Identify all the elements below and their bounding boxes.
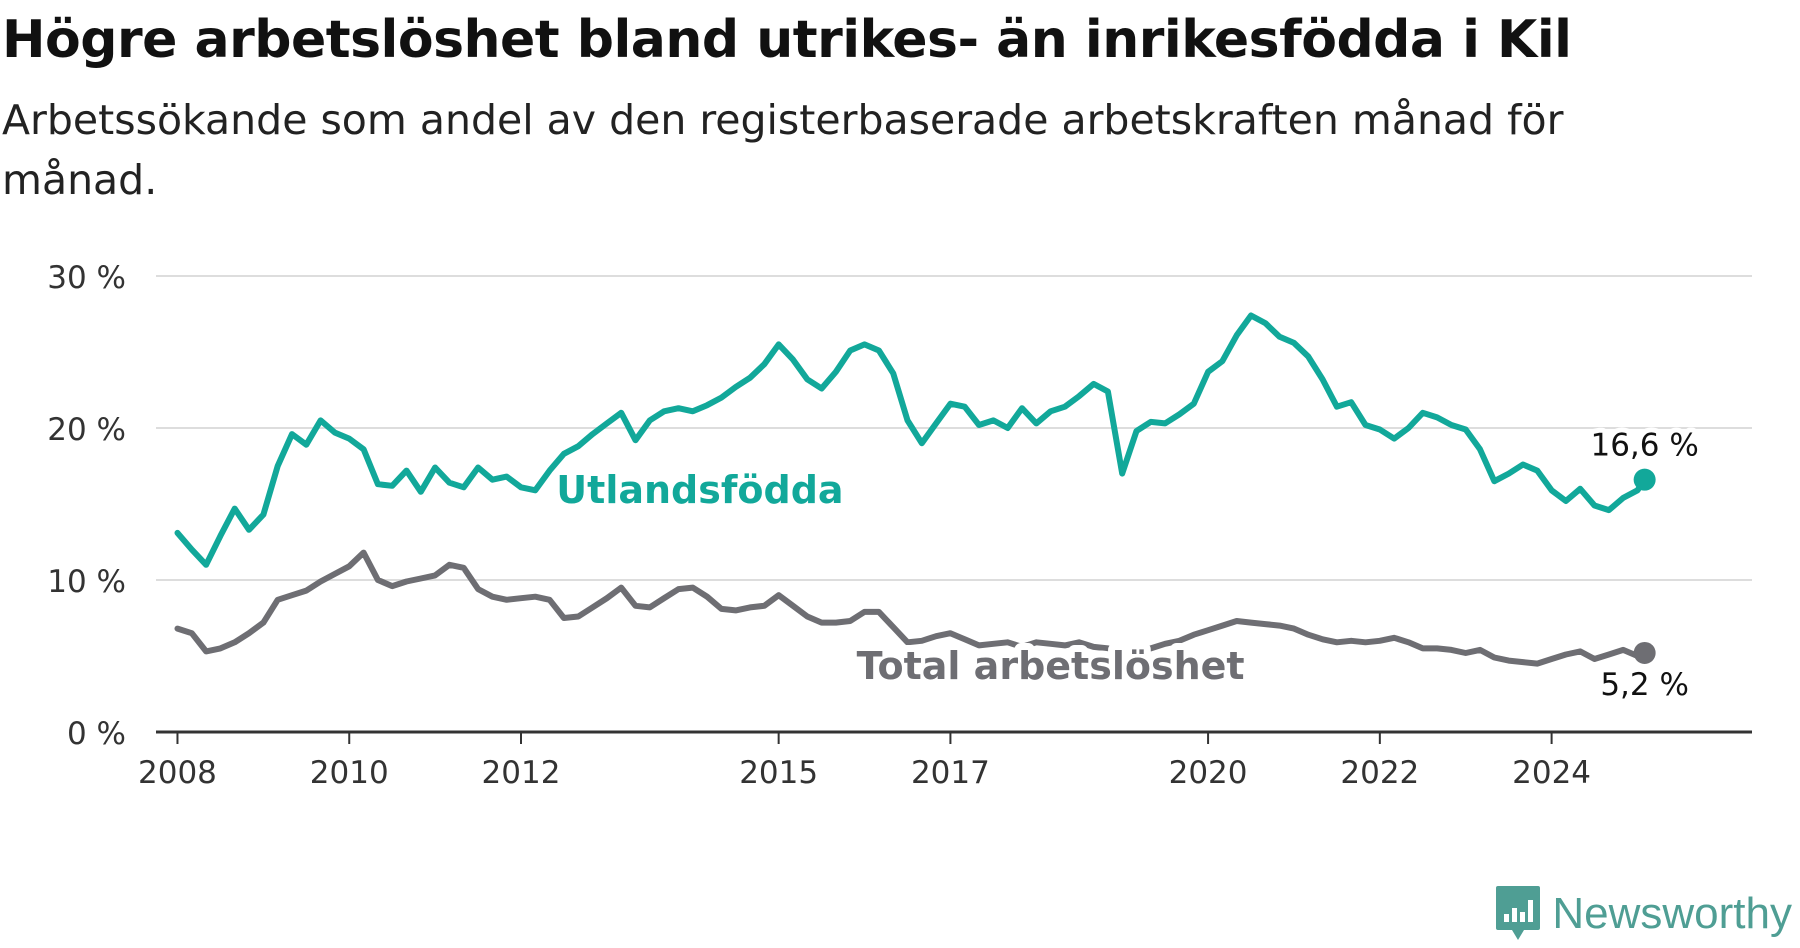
x-tick-label: 2017 xyxy=(911,755,990,791)
y-axis-tick-labels: 0 % 10 % 20 % 30 % xyxy=(47,260,126,752)
x-tick-label: 2012 xyxy=(482,755,561,791)
series-label: Utlandsfödda xyxy=(556,468,843,512)
x-tick-label: 2022 xyxy=(1340,755,1419,791)
chart-subtitle: Arbetssökande som andel av den registerb… xyxy=(2,96,1564,204)
y-tick-label: 0 % xyxy=(67,716,126,752)
y-tick-label: 10 % xyxy=(47,564,126,600)
newsworthy-logo-icon xyxy=(1496,886,1541,940)
series-line-foreign-born xyxy=(174,312,1648,568)
end-point-marker xyxy=(1633,468,1656,491)
x-tick-label: 2008 xyxy=(138,755,217,791)
end-value-label: 5,2 % xyxy=(1600,667,1689,703)
end-value-label: 16,6 % xyxy=(1590,428,1698,464)
chart-title: Högre arbetslöshet bland utrikes- än inr… xyxy=(2,10,1572,70)
end-point-marker xyxy=(1633,641,1656,664)
x-axis: 2008 2010 2012 2015 2017 2020 2022 2024 xyxy=(138,730,1752,791)
x-tick-label: 2020 xyxy=(1169,755,1248,791)
x-tick-label: 2024 xyxy=(1512,755,1591,791)
y-tick-label: 30 % xyxy=(47,260,126,296)
grid-lines xyxy=(156,275,1752,581)
x-tick-label: 2015 xyxy=(739,755,818,791)
newsworthy-logo: Newsworthy xyxy=(1494,884,1792,944)
brand-name: Newsworthy xyxy=(1552,889,1792,938)
x-tick-label: 2010 xyxy=(310,755,389,791)
series-labels: Utlandsfödda Total arbetslöshet 16,6 % 5,2 … xyxy=(549,423,1704,708)
series-label: Total arbetslöshet xyxy=(857,644,1245,688)
series-lines xyxy=(174,312,1656,667)
y-tick-label: 20 % xyxy=(47,412,126,448)
series-line-total xyxy=(174,549,1648,667)
